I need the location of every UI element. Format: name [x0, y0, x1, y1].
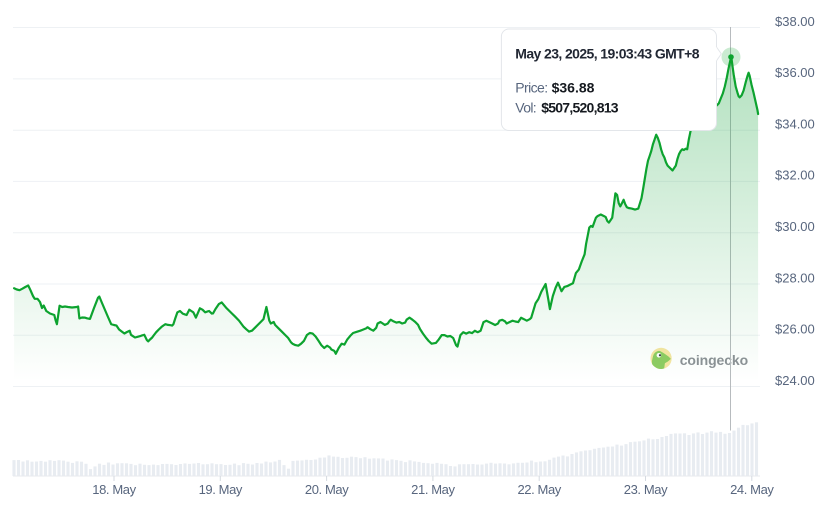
svg-text:21. May: 21. May — [411, 482, 455, 497]
svg-text:20. May: 20. May — [305, 482, 349, 497]
svg-text:$507,520,813: $507,520,813 — [541, 100, 619, 116]
svg-text:$36.00: $36.00 — [775, 65, 815, 80]
svg-text:$38.00: $38.00 — [775, 14, 815, 29]
svg-text:$26.00: $26.00 — [775, 322, 815, 337]
svg-text:19. May: 19. May — [199, 482, 243, 497]
svg-text:23. May: 23. May — [624, 482, 668, 497]
svg-text:$28.00: $28.00 — [775, 270, 815, 285]
svg-text:$24.00: $24.00 — [775, 373, 815, 388]
svg-text:$30.00: $30.00 — [775, 219, 815, 234]
svg-text:$36.88: $36.88 — [552, 79, 595, 95]
svg-text:May 23, 2025, 19:03:43 GMT+8: May 23, 2025, 19:03:43 GMT+8 — [515, 45, 699, 61]
svg-text:Vol:: Vol: — [515, 100, 536, 116]
svg-text:18. May: 18. May — [92, 482, 136, 497]
svg-text:24. May: 24. May — [730, 482, 774, 497]
svg-text:$34.00: $34.00 — [775, 117, 815, 132]
svg-text:22. May: 22. May — [517, 482, 561, 497]
svg-text:$32.00: $32.00 — [775, 168, 815, 183]
svg-text:Price:: Price: — [515, 79, 547, 95]
